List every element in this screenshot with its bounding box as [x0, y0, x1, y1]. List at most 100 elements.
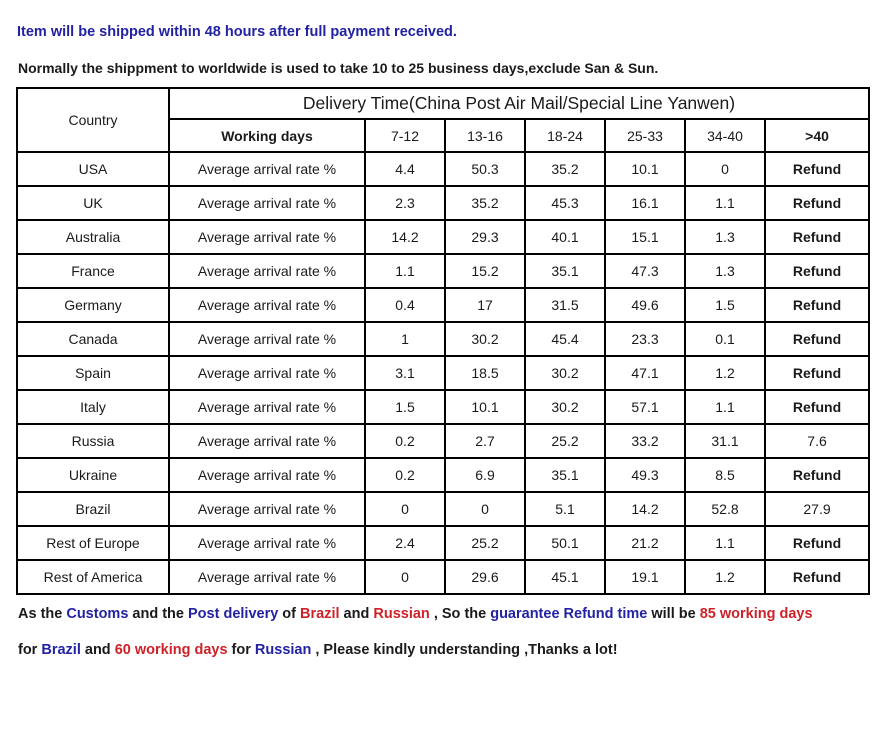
arrival-rate-cell: 10.1 [444, 389, 526, 425]
arrival-rate-cell: Refund [763, 185, 871, 221]
arrival-rate-cell: 3.1 [364, 355, 446, 391]
country-cell: Russia [16, 423, 170, 459]
arrival-rate-cell: 1.1 [364, 253, 446, 289]
arrival-rate-cell: 25.2 [524, 423, 606, 459]
table-row: Ukraine Average arrival rate % 0.2 6.9 35.1 4… [16, 457, 871, 493]
arrival-rate-cell: 29.3 [444, 219, 526, 255]
arrival-rate-cell: 0.2 [364, 423, 446, 459]
footer-text-segment: for [18, 642, 42, 658]
footer-text-segment: , Please kindly understanding ,Thanks a … [311, 642, 618, 658]
arrival-rate-cell: 30.2 [444, 321, 526, 357]
arrival-rate-cell: 5.1 [524, 491, 606, 527]
arrival-rate-cell: 40.1 [524, 219, 606, 255]
country-cell: Germany [16, 287, 170, 323]
arrival-rate-cell: 31.5 [524, 287, 606, 323]
metric-label-cell: Average arrival rate % [168, 253, 366, 289]
arrival-rate-cell: 0 [444, 491, 526, 527]
range-header: 25-33 [604, 118, 686, 153]
arrival-rate-cell: 7.6 [763, 423, 871, 459]
arrival-rate-cell: 15.1 [604, 219, 686, 255]
arrival-rate-cell: 0.1 [684, 321, 766, 357]
country-cell: Ukraine [16, 457, 170, 493]
arrival-rate-cell: 1 [364, 321, 446, 357]
metric-label-cell: Average arrival rate % [168, 491, 366, 527]
metric-label-cell: Average arrival rate % [168, 185, 366, 221]
footer-text-segment: will be [647, 606, 700, 622]
footer-text-segment: of [278, 606, 301, 622]
table-title: Delivery Time(China Post Air Mail/Specia… [167, 87, 871, 120]
arrival-rate-cell: 18.5 [444, 355, 526, 391]
refund-policy-note: As the Customs and the Post delivery of … [18, 606, 883, 659]
table-row: Rest of America Average arrival rate % 0 29… [16, 559, 871, 595]
footer-text-segment: 85 working days [699, 606, 813, 622]
arrival-rate-cell: Refund [763, 219, 871, 255]
arrival-rate-cell: Refund [763, 457, 871, 493]
arrival-rate-cell: 1.5 [364, 389, 446, 425]
footer-line: for Brazil and 60 working days for Russi… [18, 642, 883, 659]
arrival-rate-cell: 35.2 [444, 185, 526, 221]
footer-line: As the Customs and the Post delivery of … [18, 606, 883, 623]
arrival-rate-cell: 0 [364, 559, 446, 595]
arrival-rate-cell: 47.3 [604, 253, 686, 289]
arrival-rate-cell: Refund [763, 355, 871, 391]
arrival-rate-cell: 23.3 [604, 321, 686, 357]
country-cell: Australia [16, 219, 170, 255]
arrival-rate-cell: 35.1 [524, 457, 606, 493]
arrival-rate-cell: Refund [763, 151, 871, 187]
metric-label-cell: Average arrival rate % [168, 525, 366, 561]
footer-text-segment: Brazil [300, 606, 340, 622]
table-row: Germany Average arrival rate % 0.4 17 31.5 49… [16, 287, 871, 323]
range-header: 7-12 [364, 118, 446, 153]
arrival-rate-cell: 2.7 [444, 423, 526, 459]
metric-label-cell: Average arrival rate % [168, 287, 366, 323]
arrival-rate-cell: 31.1 [684, 423, 766, 459]
arrival-rate-cell: 27.9 [763, 491, 871, 527]
arrival-rate-cell: 33.2 [604, 423, 686, 459]
arrival-rate-cell: 1.5 [684, 287, 766, 323]
arrival-rate-cell: 45.4 [524, 321, 606, 357]
metric-label-cell: Average arrival rate % [168, 355, 366, 391]
footer-text-segment: , So the [429, 606, 491, 622]
table-title-row: Country Delivery Time(China Post Air Mai… [16, 87, 871, 153]
table-row: USA Average arrival rate % 4.4 50.3 35.2 10.1… [16, 151, 871, 187]
footer-text-segment: 60 working days [114, 642, 228, 658]
delivery-duration-note: Normally the shippment to worldwide is u… [18, 60, 659, 76]
arrival-rate-cell: 0 [684, 151, 766, 187]
range-header: 34-40 [684, 118, 766, 153]
arrival-rate-cell: 47.1 [604, 355, 686, 391]
table-row: Russia Average arrival rate % 0.2 2.7 25.2 33… [16, 423, 871, 459]
arrival-rate-cell: 1.2 [684, 559, 766, 595]
arrival-rate-cell: 1.1 [684, 389, 766, 425]
arrival-rate-cell: 1.1 [684, 185, 766, 221]
table-row: UK Average arrival rate % 2.3 35.2 45.3 16.1 1… [16, 185, 871, 221]
footer-text-segment: and the [128, 606, 189, 622]
arrival-rate-cell: Refund [763, 389, 871, 425]
arrival-rate-cell: 45.1 [524, 559, 606, 595]
footer-text-segment: guarantee Refund time [490, 606, 648, 622]
arrival-rate-cell: 21.2 [604, 525, 686, 561]
arrival-rate-cell: 1.3 [684, 219, 766, 255]
footer-text-segment: and [339, 606, 374, 622]
footer-text-segment: Post delivery [188, 606, 279, 622]
arrival-rate-cell: 50.3 [444, 151, 526, 187]
arrival-rate-cell: 14.2 [604, 491, 686, 527]
arrival-rate-cell: 8.5 [684, 457, 766, 493]
metric-label-cell: Average arrival rate % [168, 321, 366, 357]
arrival-rate-cell: 10.1 [604, 151, 686, 187]
footer-text-segment: for [227, 642, 255, 658]
arrival-rate-cell: Refund [763, 559, 871, 595]
country-cell: France [16, 253, 170, 289]
arrival-rate-cell: Refund [763, 287, 871, 323]
footer-text-segment: Russian [254, 642, 312, 658]
arrival-rate-cell: 0.4 [364, 287, 446, 323]
shipping-time-note: Item will be shipped within 48 hours aft… [17, 24, 457, 40]
country-column-header: Country [16, 87, 170, 153]
arrival-rate-cell: 0 [364, 491, 446, 527]
arrival-rate-cell: 25.2 [444, 525, 526, 561]
country-cell: Italy [16, 389, 170, 425]
arrival-rate-cell: 30.2 [524, 389, 606, 425]
arrival-rate-cell: 49.3 [604, 457, 686, 493]
metric-label-cell: Average arrival rate % [168, 457, 366, 493]
arrival-rate-cell: 15.2 [444, 253, 526, 289]
range-header: 13-16 [444, 118, 526, 153]
